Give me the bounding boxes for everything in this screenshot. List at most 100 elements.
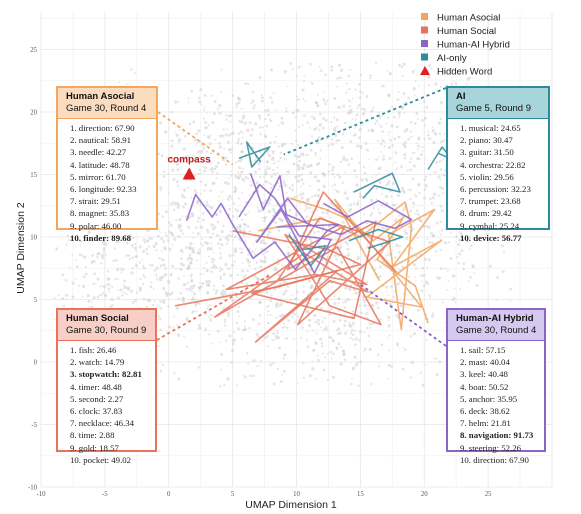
ai-trajectory <box>348 228 404 250</box>
embedding-point <box>205 200 209 204</box>
embedding-point <box>337 139 341 142</box>
embedding-point <box>393 219 397 223</box>
embedding-point <box>421 280 424 283</box>
embedding-point <box>402 266 404 268</box>
embedding-point <box>247 362 250 365</box>
embedding-point <box>338 76 342 80</box>
embedding-point <box>325 328 329 331</box>
embedding-point <box>96 255 99 259</box>
embedding-point <box>335 346 339 350</box>
card-word-item: 4. latitude: 48.78 <box>70 159 130 170</box>
embedding-point <box>300 326 304 330</box>
embedding-point <box>102 285 106 289</box>
embedding-point <box>198 100 202 104</box>
embedding-point <box>274 109 277 112</box>
embedding-point <box>265 124 269 128</box>
embedding-point <box>198 168 202 172</box>
embedding-point <box>266 108 270 112</box>
embedding-point <box>206 112 208 114</box>
embedding-point <box>202 282 205 285</box>
embedding-point <box>442 174 445 177</box>
embedding-point <box>311 195 314 198</box>
embedding-point <box>396 193 401 197</box>
embedding-point <box>365 94 369 98</box>
embedding-point <box>359 73 363 77</box>
embedding-point <box>409 130 413 133</box>
embedding-point <box>177 297 180 300</box>
embedding-point <box>441 192 445 195</box>
embedding-point <box>294 129 297 132</box>
embedding-point <box>266 161 269 164</box>
embedding-point <box>435 357 438 360</box>
embedding-point <box>203 267 206 270</box>
embedding-point <box>263 134 267 138</box>
embedding-point <box>121 236 124 239</box>
embedding-point <box>356 144 360 148</box>
embedding-point <box>269 141 273 145</box>
embedding-point <box>224 293 228 296</box>
embedding-point <box>324 73 327 76</box>
embedding-point <box>187 97 190 100</box>
embedding-point <box>208 142 212 146</box>
card-subtitle: Game 5, Round 9 <box>456 103 531 114</box>
embedding-point <box>328 313 331 316</box>
embedding-point <box>311 82 314 85</box>
embedding-point <box>242 114 246 118</box>
embedding-point <box>475 284 479 287</box>
embedding-point <box>301 152 305 155</box>
embedding-point <box>225 118 228 121</box>
embedding-point <box>354 118 357 121</box>
embedding-point <box>349 69 352 72</box>
embedding-point <box>241 262 244 265</box>
embedding-point <box>214 265 218 269</box>
embedding-point <box>103 294 107 297</box>
embedding-point <box>243 374 246 377</box>
card-word-item: 5. second: 2.27 <box>70 393 124 404</box>
embedding-point <box>318 268 321 272</box>
embedding-point <box>210 152 213 155</box>
embedding-point <box>310 239 313 243</box>
embedding-point <box>344 286 348 290</box>
embedding-point <box>207 123 210 127</box>
embedding-point <box>363 304 367 308</box>
embedding-point <box>413 193 416 196</box>
embedding-point <box>251 99 255 103</box>
embedding-point <box>344 171 346 174</box>
embedding-point <box>81 284 86 289</box>
embedding-point <box>303 79 306 82</box>
embedding-point <box>279 156 282 160</box>
embedding-point <box>423 188 427 191</box>
embedding-point <box>169 293 172 296</box>
embedding-point <box>194 303 198 307</box>
embedding-point <box>437 121 442 125</box>
embedding-point <box>223 320 227 323</box>
embedding-point <box>87 230 91 235</box>
embedding-point <box>192 120 196 124</box>
embedding-point <box>224 236 229 240</box>
embedding-point <box>183 157 186 160</box>
embedding-point <box>114 278 117 281</box>
embedding-point <box>375 119 379 123</box>
embedding-point <box>411 152 414 155</box>
embedding-point <box>258 364 261 367</box>
embedding-point <box>178 217 182 222</box>
embedding-point <box>90 254 94 257</box>
embedding-point <box>159 189 162 192</box>
embedding-point <box>454 301 457 304</box>
embedding-point <box>330 68 334 72</box>
embedding-point <box>298 201 301 205</box>
embedding-point <box>265 290 269 294</box>
embedding-point <box>270 68 273 72</box>
embedding-point <box>319 337 323 341</box>
embedding-point <box>170 144 174 148</box>
embedding-point <box>219 238 222 241</box>
embedding-point <box>303 209 306 212</box>
embedding-point <box>453 287 456 290</box>
embedding-point <box>91 262 93 264</box>
embedding-point <box>350 157 353 160</box>
embedding-point <box>375 198 378 201</box>
embedding-point <box>426 133 430 137</box>
embedding-point <box>280 380 283 383</box>
embedding-point <box>177 204 180 207</box>
